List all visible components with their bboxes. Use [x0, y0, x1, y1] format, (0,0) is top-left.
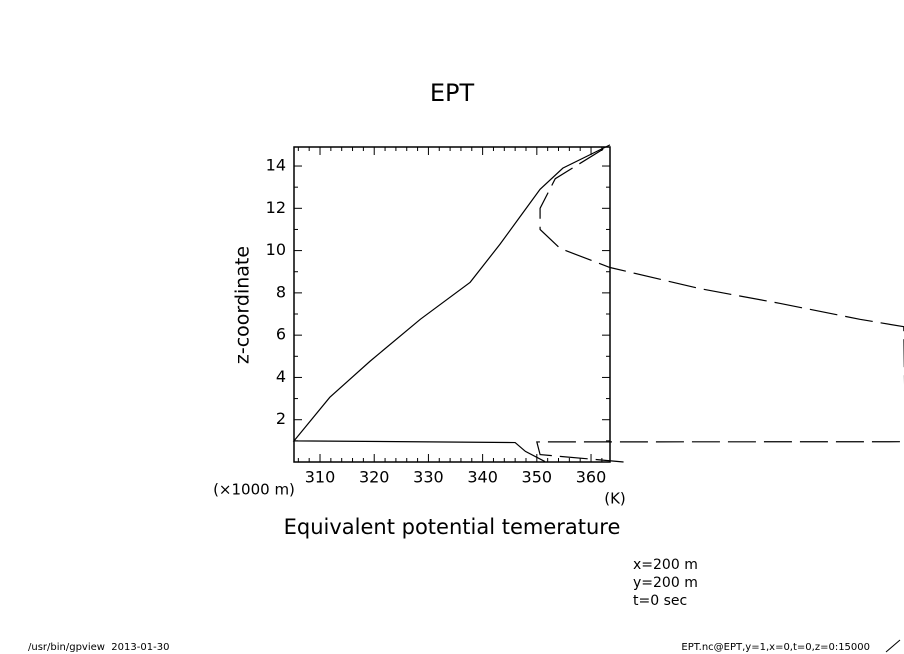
y-tick-label: 10 — [266, 240, 286, 259]
y-tick-label: 14 — [266, 156, 286, 175]
y-tick-label: 12 — [266, 198, 286, 217]
x-tick-label: 330 — [413, 468, 444, 487]
y-tick-label: 2 — [276, 409, 286, 428]
x-tick-label: 320 — [359, 468, 390, 487]
x-tick-label: 360 — [576, 468, 607, 487]
x-tick-label: 340 — [467, 468, 498, 487]
y-tick-label: 6 — [276, 325, 286, 344]
y-axis-label: z-coordinate — [232, 246, 254, 364]
y-tick-label: 4 — [276, 367, 286, 386]
x-tick-label: 310 — [305, 468, 336, 487]
x-unit: (K) — [604, 490, 626, 508]
footer: /usr/bin/gpview 2013-01-30 — [28, 642, 169, 653]
annotation: t=0 sec — [633, 593, 687, 609]
chart-title: EPT — [430, 79, 475, 107]
x-axis-label: Equivalent potential temerature — [284, 515, 621, 539]
corner-mark — [885, 639, 901, 653]
annotation: y=200 m — [633, 575, 698, 591]
footer: EPT.nc@EPT,y=1,x=0,t=0,z=0:15000 — [681, 642, 870, 653]
y-tick-label: 8 — [276, 282, 286, 301]
data-line — [536, 144, 904, 463]
data-line — [292, 144, 611, 463]
plot-frame — [293, 146, 611, 463]
x-tick-label: 350 — [522, 468, 553, 487]
y-unit: (×1000 m) — [213, 481, 295, 499]
annotation: x=200 m — [633, 557, 698, 573]
